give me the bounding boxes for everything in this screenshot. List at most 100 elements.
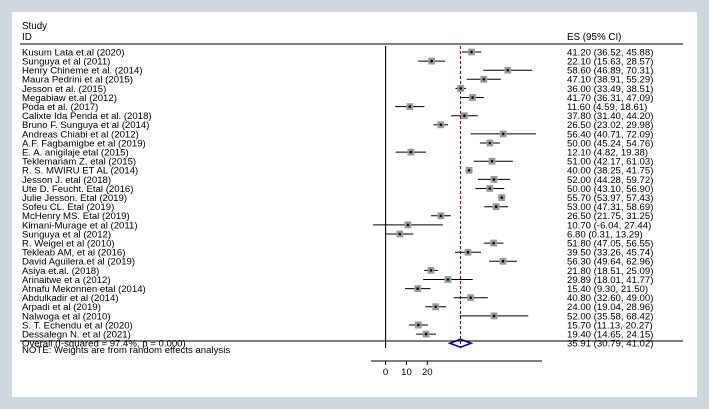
study-ci-text: 22.10 (15.63, 28.57) — [567, 57, 653, 68]
study-label: Andreas Chiabi et al (2012) — [22, 129, 139, 140]
study-label: David Aguilera.et al (2019) — [22, 257, 135, 268]
study-point — [439, 214, 443, 218]
study-label: Poda et al. (2017) — [22, 102, 98, 113]
study-label: R. S. MWIRU ET AL (2014) — [22, 166, 138, 177]
study-label: E. A. anigilaje etal (2015) — [22, 148, 129, 159]
study-point — [471, 96, 474, 99]
study-ci-text: 29.89 (18.01, 41.77) — [567, 275, 653, 286]
study-ci-text: 12.10 (4.82, 19.38) — [567, 148, 648, 159]
study-ci-text: 53.00 (47.31, 58.69) — [567, 202, 653, 213]
study-ci-text: 41.70 (36.31, 47.09) — [567, 93, 653, 104]
study-ci-text: 37.80 (31.40, 44.20) — [567, 111, 653, 122]
study-point — [492, 241, 495, 245]
study-ci-text: 21.80 (18.51, 25.09) — [567, 266, 653, 277]
study-rows: Kusum Lata et.al (2020) 41.20 (36.52, 45.… — [22, 46, 653, 350]
study-label: Sofeu CL. Etal (2019) — [22, 202, 114, 213]
study-ci-text: 56.40 (40.71, 72.09) — [567, 129, 653, 140]
study-ci-text: 36.00 (33.49, 38.51) — [567, 84, 653, 95]
study-ci-text: 26.50 (21.75, 31.25) — [567, 211, 653, 222]
study-point — [490, 159, 494, 163]
header-study-label: Study — [22, 21, 47, 32]
study-point — [492, 314, 496, 318]
study-point — [470, 50, 473, 54]
overall-ci-text: 35.91 (30.79, 41.02) — [567, 339, 653, 350]
study-label: Calixte Ida Penda et al. (2018) — [22, 111, 152, 122]
study-point — [459, 87, 462, 90]
study-ci-text: 41.20 (36.52, 45.88) — [567, 47, 653, 58]
study-point — [439, 123, 443, 127]
study-label: Teklemariam Z. etal (2015) — [22, 157, 136, 168]
overall-label: Overall (I-squared = 97.4%, p = 0.000) — [22, 339, 186, 350]
study-ci-text: 58.60 (46.89, 70.31) — [567, 66, 653, 77]
study-point — [501, 260, 505, 263]
study-point — [488, 187, 492, 190]
study-ci-text: 10.70 (-6.04, 27.44) — [567, 220, 651, 231]
study-label: Atnafu Mekonnen etal (2014) — [22, 284, 146, 295]
study-point — [430, 59, 433, 63]
study-point — [492, 178, 496, 181]
forest-plot: Study ID ES (95% CI) Kusum Lata et.al (2… — [20, 21, 683, 378]
study-ci-text: 6.80 (0.31, 13.29) — [567, 229, 643, 240]
study-label: Kimani-Murage et al (2011) — [22, 220, 138, 231]
study-ci-text: 11.60 (4.59, 18.61) — [567, 102, 647, 113]
x-tick-label: 0 — [383, 367, 388, 378]
study-ci-text: 55.70 (53.97, 57.43) — [567, 193, 653, 204]
study-label: R. Weigel et al (2010) — [22, 239, 115, 250]
study-ci-text: 56.30 (49.64, 62.96) — [567, 257, 653, 268]
study-ci-text: 15.40 (9.30, 21.50) — [567, 284, 648, 295]
study-label: Asiya et.al. (2018) — [22, 266, 99, 277]
study-ci-text: 39.50 (33.26, 45.74) — [567, 248, 653, 259]
study-label: Maura Pedrini et al (2015) — [22, 75, 133, 86]
study-ci-text: 15.70 (11.13, 20.27) — [567, 320, 653, 331]
study-point — [416, 287, 420, 290]
study-ci-text: 19.40 (14.65, 24.15) — [567, 330, 653, 341]
study-label: Julie Jesson. Etal (2019) — [22, 193, 127, 204]
study-point — [500, 196, 504, 199]
study-label: Jesson J. etal (2018) — [22, 175, 111, 186]
forest-plot-panel: Study ID ES (95% CI) Kusum Lata et.al (2… — [12, 12, 697, 397]
study-label: Henry Chineme et al. (2014) — [22, 66, 143, 77]
study-point — [424, 332, 428, 336]
study-point — [494, 205, 498, 208]
study-ci-text: 51.80 (47.05, 56.55) — [567, 239, 653, 250]
study-point — [434, 305, 437, 309]
study-point — [506, 68, 510, 72]
study-label: Abdulkadir et al (2014) — [22, 293, 119, 304]
study-label: Arinaitwe et a (2012) — [22, 275, 111, 286]
study-point — [417, 323, 420, 327]
study-point — [409, 150, 413, 154]
study-point — [482, 78, 486, 81]
header-es-label: ES (95% CI) — [567, 32, 621, 43]
study-label: S. T. Echendu et al (2020) — [22, 320, 133, 331]
x-tick-label: 10 — [401, 367, 412, 378]
study-point — [406, 223, 410, 227]
study-point — [488, 141, 492, 145]
study-ci-text: 40.80 (32.60, 49.00) — [567, 293, 653, 304]
x-axis: 0 10 20 — [371, 360, 542, 378]
study-label: McHenry MS. Etal (2019) — [22, 211, 130, 222]
study-point — [408, 105, 412, 108]
study-label: A.F. Fagbamigbe et al (2019) — [22, 138, 146, 149]
study-ci-text: 51.00 (42.17, 61.03) — [567, 157, 653, 168]
study-ci-text: 50.00 (43.10, 56.90) — [567, 184, 653, 195]
study-ci-text: 47.10 (38.91, 55.29) — [567, 75, 653, 86]
study-label: Sunguya et al (2011) — [22, 57, 110, 68]
study-ci-text: 52.00 (44.28, 59.72) — [567, 175, 653, 186]
study-ci-text: 24.00 (19.04, 28.96) — [567, 302, 653, 313]
study-label: Nalwoga et al (2010) — [22, 311, 111, 322]
study-label: Sunguya et al (2012) — [22, 229, 111, 240]
study-label: Jesson et al. (2015) — [22, 84, 106, 95]
study-label: Bruno F. Sunguya et al (2014) — [22, 120, 149, 131]
study-point — [398, 232, 402, 236]
study-ci-text: 26.50 (23.02, 29.98) — [567, 120, 653, 131]
study-label: Megabiaw et.al (2012) — [22, 93, 117, 104]
study-point — [429, 269, 433, 272]
study-point — [467, 169, 471, 172]
header-id-label: ID — [22, 32, 32, 43]
study-point — [469, 296, 472, 300]
study-label: Arpadi et al (2019) — [22, 302, 101, 313]
study-point — [466, 250, 470, 254]
study-label: Dessalegn N. et al (2021) — [22, 330, 131, 341]
study-ci-text: 40.00 (38.25, 41.75) — [567, 166, 653, 177]
study-point — [501, 132, 505, 136]
